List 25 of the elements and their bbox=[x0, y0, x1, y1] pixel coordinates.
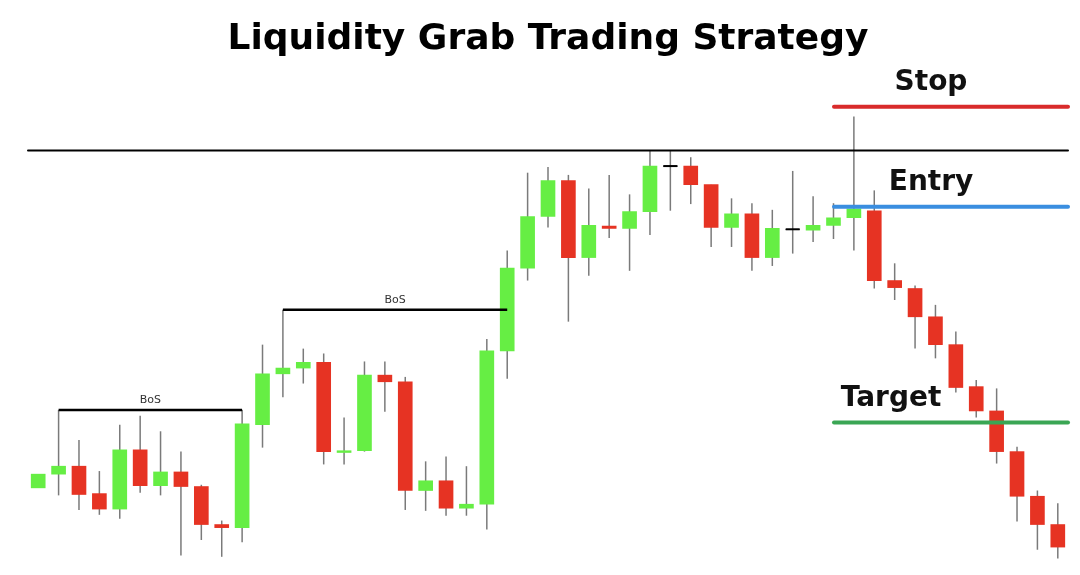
annotation: BoS bbox=[139, 393, 161, 407]
candlestick bbox=[459, 465, 474, 517]
candlestick bbox=[1050, 502, 1066, 560]
candlestick bbox=[887, 262, 902, 301]
candlestick bbox=[846, 115, 862, 252]
candlestick bbox=[92, 470, 107, 516]
candlestick bbox=[336, 416, 352, 466]
candlestick bbox=[601, 174, 617, 239]
candlestick bbox=[51, 409, 66, 497]
candlestick bbox=[418, 460, 433, 512]
candlestick bbox=[784, 170, 801, 255]
candlestick bbox=[153, 430, 168, 497]
annotation: BoS bbox=[384, 293, 406, 307]
ref-line-label: Stop bbox=[894, 64, 968, 98]
candlestick bbox=[295, 347, 311, 385]
ref-line-label: Target bbox=[840, 379, 942, 413]
candlestick bbox=[622, 193, 637, 272]
candlestick bbox=[683, 156, 699, 205]
ref-line-label: Entry bbox=[888, 164, 974, 198]
candlestick bbox=[377, 360, 393, 413]
chart-title: Liquidity Grab Trading Strategy bbox=[227, 15, 869, 57]
candlestick bbox=[826, 202, 841, 240]
candlestick bbox=[724, 197, 739, 248]
candlestick bbox=[214, 519, 230, 558]
candlestick bbox=[173, 450, 189, 557]
